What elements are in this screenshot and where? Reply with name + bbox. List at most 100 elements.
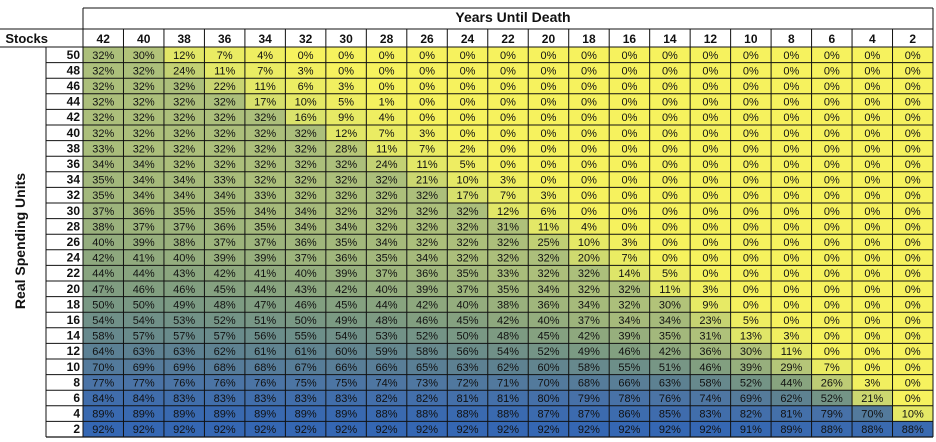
cell-value-label: 0% (743, 65, 759, 77)
cell-value-label: 0% (824, 346, 840, 358)
cell-value-label: 32% (618, 299, 640, 311)
heatmap-cell (406, 47, 448, 63)
cell-value-label: 0% (905, 315, 921, 327)
heatmap-cell (730, 62, 772, 79)
cell-value-label: 32% (537, 253, 559, 265)
cell-value-label: 0% (419, 65, 435, 77)
heatmap-cell (366, 47, 407, 63)
heatmap-cell (892, 47, 933, 63)
heatmap-cell (487, 109, 529, 125)
heatmap-cell (406, 234, 448, 250)
cell-value-label: 0% (581, 128, 597, 140)
cell-value-label: 32% (92, 97, 114, 109)
cell-value-label: 83% (173, 393, 195, 405)
row-header: 46 (67, 79, 81, 93)
heatmap-cell (123, 109, 164, 125)
cell-value-label: 37% (376, 268, 398, 280)
cell-value-label: 88% (457, 409, 479, 421)
cell-value-label: 0% (662, 253, 678, 265)
cell-value-label: 0% (783, 81, 799, 93)
heatmap-cell (892, 421, 933, 437)
row-header: 10 (67, 360, 81, 374)
heatmap-cell (406, 421, 448, 437)
cell-value-label: 0% (905, 128, 921, 140)
heatmap-cell (892, 93, 933, 110)
cell-value-label: 83% (214, 393, 236, 405)
heatmap-cell (771, 296, 812, 313)
heatmap-cell (406, 327, 448, 344)
cell-value-label: 0% (824, 159, 840, 171)
heatmap-cell (771, 390, 812, 406)
cell-value-label: 45% (214, 284, 236, 296)
heatmap-cell (83, 203, 124, 219)
heatmap-cell (163, 374, 205, 391)
heatmap-cell (406, 156, 448, 172)
heatmap-cell (690, 249, 731, 266)
cell-value-label: 3% (702, 284, 718, 296)
row-header: 42 (67, 110, 81, 124)
cell-value-label: 0% (500, 50, 516, 62)
cell-value-label: 40% (92, 237, 114, 249)
cell-value-label: 49% (578, 346, 600, 358)
cell-value-label: 0% (581, 50, 597, 62)
heatmap-cell (568, 390, 610, 406)
heatmap-cell (204, 47, 245, 63)
heatmap-cell (447, 62, 488, 79)
heatmap-cell (163, 265, 205, 281)
cell-value-label: 0% (662, 190, 678, 202)
cell-value-label: 52% (214, 315, 236, 327)
cell-value-label: 32% (295, 128, 317, 140)
heatmap-cell (163, 78, 205, 94)
cell-value-label: 30% (740, 346, 762, 358)
heatmap-cell (771, 187, 812, 203)
cell-value-label: 38% (497, 299, 519, 311)
cell-value-label: 0% (824, 284, 840, 296)
heatmap-cell (649, 265, 691, 281)
heatmap-cell (123, 281, 164, 297)
heatmap-cell (811, 78, 853, 94)
heatmap-cell (609, 187, 650, 203)
cell-value-label: 92% (699, 424, 721, 436)
cell-value-label: 34% (335, 221, 357, 233)
cell-value-label: 0% (905, 50, 921, 62)
heatmap-cell (487, 327, 529, 344)
heatmap-cell (447, 405, 488, 422)
cell-value-label: 32% (173, 159, 195, 171)
heatmap-cell (447, 203, 488, 219)
heatmap-cell (406, 374, 448, 391)
cell-value-label: 34% (659, 315, 681, 327)
cell-value-label: 0% (864, 284, 880, 296)
cell-value-label: 31% (699, 331, 721, 343)
cell-value-label: 92% (659, 424, 681, 436)
cell-value-label: 0% (783, 237, 799, 249)
cell-value-label: 0% (783, 190, 799, 202)
heatmap-cell (285, 405, 326, 422)
heatmap-cell (487, 374, 529, 391)
heatmap-cell (528, 140, 569, 157)
heatmap-cell (123, 62, 164, 79)
cell-value-label: 0% (541, 112, 557, 124)
cell-value-label: 32% (133, 65, 155, 77)
cell-value-label: 34% (254, 206, 276, 218)
cell-value-label: 0% (662, 159, 678, 171)
cell-value-label: 0% (905, 221, 921, 233)
cell-value-label: 32% (295, 159, 317, 171)
cell-value-label: 77% (92, 377, 114, 389)
cell-value-label: 52% (537, 346, 559, 358)
column-header: 36 (218, 32, 232, 46)
cell-value-label: 48% (214, 299, 236, 311)
heatmap-cell (730, 281, 772, 297)
cell-value-label: 0% (581, 81, 597, 93)
heatmap-cell (325, 203, 367, 219)
cell-value-label: 0% (662, 143, 678, 155)
cell-value-label: 0% (864, 315, 880, 327)
heatmap-cell (649, 296, 691, 313)
heatmap-cell (285, 327, 326, 344)
heatmap-cell (83, 234, 124, 250)
cell-value-label: 32% (295, 143, 317, 155)
cell-value-label: 32% (618, 284, 640, 296)
heatmap-cell (771, 218, 812, 235)
cell-value-label: 46% (699, 362, 721, 374)
cell-value-label: 0% (379, 81, 395, 93)
heatmap-cell (83, 140, 124, 157)
